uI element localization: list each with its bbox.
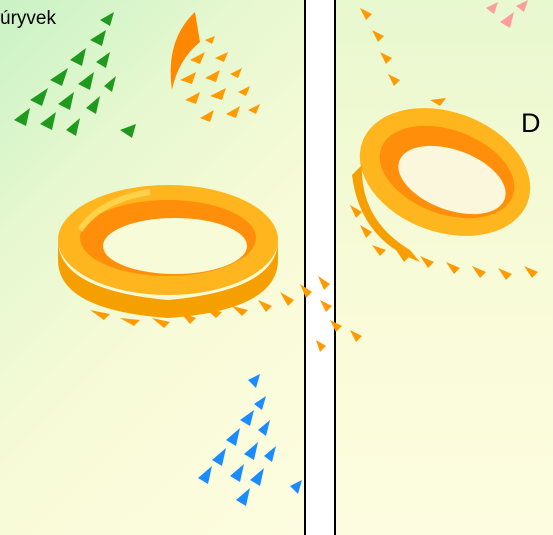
left-panel	[0, 0, 305, 535]
right-panel	[336, 0, 553, 535]
left-panel-text: úryvek	[0, 8, 56, 29]
right-panel-text: D	[521, 108, 541, 138]
center-divider	[304, 0, 336, 535]
